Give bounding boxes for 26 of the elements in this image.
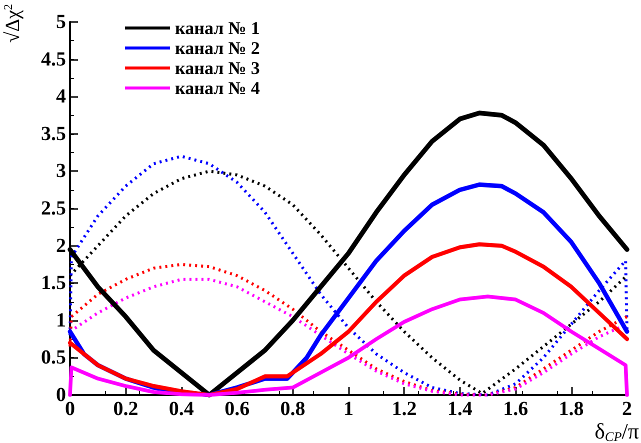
x-tick-label: 0.6 (224, 398, 250, 420)
y-tick-label: 3 (56, 160, 66, 182)
x-tick-label: 0.2 (113, 398, 138, 420)
legend-label: канал № 3 (175, 58, 260, 78)
x-tick-label: 1.8 (558, 398, 584, 420)
y-tick-label: 0 (56, 384, 66, 406)
x-tick-label: 1 (344, 398, 354, 420)
y-tick-label: 3.5 (41, 122, 66, 145)
y-tick-label: 2.5 (41, 198, 66, 220)
y-tick-label: 4.5 (41, 48, 66, 70)
x-tick-label: 0.8 (280, 398, 306, 420)
x-tick-label: 0.4 (168, 398, 194, 420)
x-tick-label: 1.6 (503, 398, 528, 420)
y-tick-label: 2 (56, 234, 66, 257)
y-tick-label: 5 (56, 11, 66, 33)
y-axis-title: √Δχ2 (1, 4, 24, 43)
legend-label: канал № 1 (175, 18, 260, 38)
x-tick-label: 2 (622, 398, 632, 420)
legend-label: канал № 2 (175, 38, 260, 58)
y-tick-label: 4 (56, 86, 66, 108)
y-tick-label: 1.5 (41, 272, 66, 294)
y-tick-label: 0.5 (41, 346, 66, 369)
legend-label: канал № 4 (175, 78, 260, 98)
x-tick-label: 1.4 (447, 398, 472, 420)
y-tick-label: 1 (56, 309, 66, 332)
x-tick-label: 1.2 (392, 398, 417, 420)
